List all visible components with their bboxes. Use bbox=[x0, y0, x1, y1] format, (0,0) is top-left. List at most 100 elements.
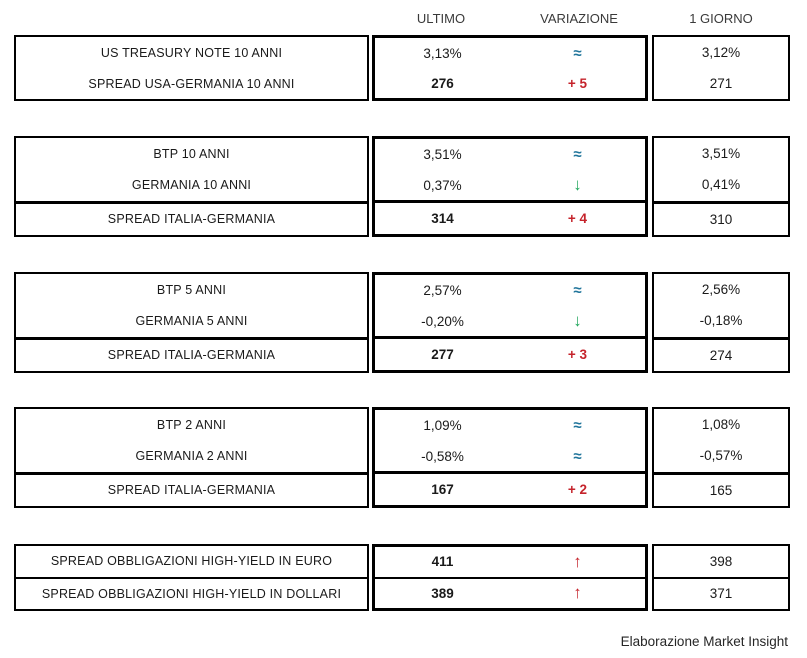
column-headers: ULTIMO VARIAZIONE 1 GIORNO bbox=[14, 6, 790, 30]
spread-row: 274 bbox=[654, 336, 788, 371]
section-5-anni: BTP 5 ANNI GERMANIA 5 ANNI SPREAD ITALIA… bbox=[14, 272, 790, 373]
ultimo-value: 3,51% bbox=[423, 146, 462, 162]
ultimo-value: 2,57% bbox=[423, 282, 462, 298]
ultimo-value: 276 bbox=[431, 75, 454, 91]
arrow-up-icon: ↑ bbox=[573, 551, 582, 571]
row-label: BTP 5 ANNI bbox=[156, 282, 227, 297]
variation-delta-value: + 2 bbox=[567, 482, 588, 498]
ultimo-value: 411 bbox=[431, 554, 454, 570]
table-row: GERMANIA 5 ANNI bbox=[16, 305, 367, 336]
table-row: -0,18% bbox=[654, 305, 788, 336]
spread-row: 165 bbox=[654, 471, 788, 506]
spread-row: 314 + 4 bbox=[375, 200, 645, 234]
table-row: -0,20% ↓ bbox=[375, 306, 645, 337]
label-column: BTP 10 ANNI GERMANIA 10 ANNI SPREAD ITAL… bbox=[14, 136, 369, 237]
column-header-variazione: VARIAZIONE bbox=[540, 10, 618, 26]
section-10-anni: BTP 10 ANNI GERMANIA 10 ANNI SPREAD ITAL… bbox=[14, 136, 790, 237]
ultimo-value: -0,20% bbox=[421, 313, 464, 329]
row-label: SPREAD ITALIA-GERMANIA bbox=[107, 348, 276, 363]
table-row: -0,58% ≈ bbox=[375, 441, 645, 472]
ultimo-value: 0,37% bbox=[423, 177, 462, 193]
table-row: 276 + 5 bbox=[375, 68, 645, 98]
spread-row: SPREAD ITALIA-GERMANIA bbox=[16, 336, 367, 371]
approx-equal-icon: ≈ bbox=[573, 416, 582, 434]
giorno-column: 398 371 bbox=[652, 544, 790, 611]
column-header-ultimo: ULTIMO bbox=[416, 10, 466, 26]
attribution-text: Elaborazione Market Insight bbox=[620, 634, 788, 649]
spread-row: 310 bbox=[654, 200, 788, 235]
ultimo-variazione-box: 2,57% ≈ -0,20% ↓ 277 + 3 bbox=[372, 272, 648, 373]
approx-equal-icon: ≈ bbox=[573, 145, 582, 163]
ultimo-value: 167 bbox=[431, 482, 454, 498]
row-label: SPREAD OBBLIGAZIONI HIGH-YIELD IN EURO bbox=[50, 554, 333, 569]
label-column: US TREASURY NOTE 10 ANNI SPREAD USA-GERM… bbox=[14, 35, 369, 101]
table-row: 271 bbox=[654, 68, 788, 99]
spread-row: 277 + 3 bbox=[375, 336, 645, 370]
ultimo-variazione-box: 1,09% ≈ -0,58% ≈ 167 + 2 bbox=[372, 407, 648, 508]
spread-row: 167 + 2 bbox=[375, 471, 645, 505]
giorno-value: 371 bbox=[709, 586, 733, 602]
row-label: SPREAD OBBLIGAZIONI HIGH-YIELD IN DOLLAR… bbox=[41, 586, 342, 601]
variation-delta-value: + 3 bbox=[567, 347, 588, 363]
table-row: BTP 2 ANNI bbox=[16, 409, 367, 440]
ultimo-value: 1,09% bbox=[423, 417, 462, 433]
column-header-giorno: 1 GIORNO bbox=[689, 10, 753, 26]
giorno-value: 398 bbox=[709, 553, 733, 569]
giorno-value: 0,41% bbox=[701, 177, 741, 193]
table-row: 2,56% bbox=[654, 274, 788, 305]
ultimo-value: -0,58% bbox=[421, 448, 464, 464]
approx-equal-icon: ≈ bbox=[573, 44, 582, 62]
giorno-value: -0,18% bbox=[699, 313, 743, 329]
label-column: SPREAD OBBLIGAZIONI HIGH-YIELD IN EURO S… bbox=[14, 544, 369, 611]
giorno-column: 3,51% 0,41% 310 bbox=[652, 136, 790, 237]
giorno-value: 3,51% bbox=[701, 146, 741, 162]
section-us-treasury: US TREASURY NOTE 10 ANNI SPREAD USA-GERM… bbox=[14, 35, 790, 101]
table-row: 3,51% bbox=[654, 138, 788, 169]
row-label: GERMANIA 5 ANNI bbox=[135, 313, 248, 328]
row-label: GERMANIA 10 ANNI bbox=[131, 177, 252, 192]
table-row: 371 bbox=[654, 576, 788, 610]
row-label: SPREAD USA-GERMANIA 10 ANNI bbox=[88, 76, 295, 91]
row-label: BTP 10 ANNI bbox=[153, 146, 230, 161]
giorno-column: 2,56% -0,18% 274 bbox=[652, 272, 790, 373]
giorno-value: 165 bbox=[709, 482, 733, 498]
giorno-value: 271 bbox=[709, 76, 733, 91]
label-column: BTP 5 ANNI GERMANIA 5 ANNI SPREAD ITALIA… bbox=[14, 272, 369, 373]
row-label: BTP 2 ANNI bbox=[156, 417, 227, 432]
giorno-column: 3,12% 271 bbox=[652, 35, 790, 101]
ultimo-variazione-box: 411 ↑ 389 ↑ bbox=[372, 544, 648, 611]
row-label: SPREAD ITALIA-GERMANIA bbox=[107, 212, 276, 227]
ultimo-value: 3,13% bbox=[423, 45, 462, 61]
variation-delta-value: + 4 bbox=[567, 211, 588, 227]
ultimo-value: 277 bbox=[431, 347, 454, 363]
table-row: 1,09% ≈ bbox=[375, 410, 645, 441]
arrow-down-icon: ↓ bbox=[573, 311, 582, 330]
giorno-column: 1,08% -0,57% 165 bbox=[652, 407, 790, 508]
section-2-anni: BTP 2 ANNI GERMANIA 2 ANNI SPREAD ITALIA… bbox=[14, 407, 790, 508]
label-column: BTP 2 ANNI GERMANIA 2 ANNI SPREAD ITALIA… bbox=[14, 407, 369, 508]
table-row: US TREASURY NOTE 10 ANNI bbox=[16, 37, 367, 68]
table-row: 3,13% ≈ bbox=[375, 38, 645, 68]
table-row: 3,12% bbox=[654, 37, 788, 68]
table-row: 1,08% bbox=[654, 409, 788, 440]
giorno-value: -0,57% bbox=[699, 448, 743, 464]
table-row: 0,37% ↓ bbox=[375, 170, 645, 201]
table-row: BTP 5 ANNI bbox=[16, 274, 367, 305]
table-row: 389 ↑ bbox=[375, 576, 645, 609]
row-label: US TREASURY NOTE 10 ANNI bbox=[100, 45, 283, 60]
table-row: GERMANIA 10 ANNI bbox=[16, 169, 367, 200]
giorno-value: 1,08% bbox=[701, 417, 741, 433]
table-row: SPREAD OBBLIGAZIONI HIGH-YIELD IN DOLLAR… bbox=[16, 576, 367, 610]
arrow-down-icon: ↓ bbox=[573, 175, 582, 194]
spread-row: SPREAD ITALIA-GERMANIA bbox=[16, 200, 367, 235]
table-row: 3,51% ≈ bbox=[375, 139, 645, 170]
spread-row: SPREAD ITALIA-GERMANIA bbox=[16, 471, 367, 506]
giorno-value: 2,56% bbox=[701, 282, 741, 298]
ultimo-variazione-box: 3,13% ≈ 276 + 5 bbox=[372, 35, 648, 101]
table-row: 0,41% bbox=[654, 169, 788, 200]
table-row: 2,57% ≈ bbox=[375, 275, 645, 306]
arrow-up-icon: ↑ bbox=[573, 583, 582, 603]
table-row: -0,57% bbox=[654, 440, 788, 471]
section-high-yield: SPREAD OBBLIGAZIONI HIGH-YIELD IN EURO S… bbox=[14, 544, 790, 611]
